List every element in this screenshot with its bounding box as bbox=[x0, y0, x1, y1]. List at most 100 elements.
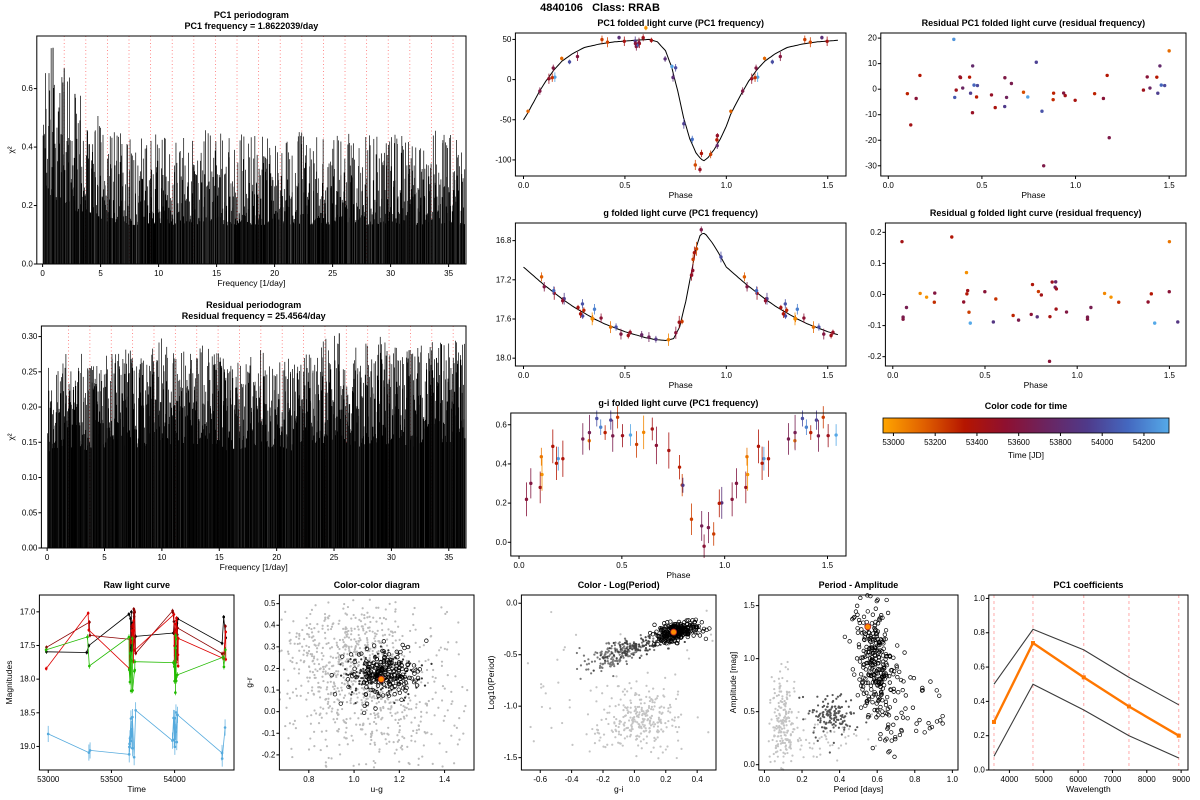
svg-text:0.0: 0.0 bbox=[22, 260, 34, 269]
svg-text:1.5: 1.5 bbox=[822, 181, 834, 190]
residual-g-panel: Residual g folded light curve (residual … bbox=[858, 204, 1194, 392]
svg-text:1.5: 1.5 bbox=[822, 561, 834, 570]
svg-text:0.20: 0.20 bbox=[22, 403, 38, 412]
svg-text:10: 10 bbox=[154, 269, 163, 278]
svg-text:-50: -50 bbox=[500, 115, 512, 124]
page-title: 4840106 Class: RRAB bbox=[540, 2, 660, 14]
svg-text:1.2: 1.2 bbox=[394, 775, 406, 784]
svg-text:0.30: 0.30 bbox=[22, 332, 38, 341]
svg-text:0.5: 0.5 bbox=[616, 561, 628, 570]
svg-text:g-r: g-r bbox=[244, 677, 254, 688]
svg-text:-0.1: -0.1 bbox=[262, 729, 276, 738]
svg-text:1.0: 1.0 bbox=[721, 181, 733, 190]
svg-text:17.6: 17.6 bbox=[496, 314, 512, 323]
svg-text:g-i: g-i bbox=[614, 784, 624, 794]
svg-text:χ²: χ² bbox=[6, 146, 16, 153]
svg-text:Time [JD]: Time [JD] bbox=[1008, 450, 1044, 460]
svg-text:0.4: 0.4 bbox=[496, 459, 508, 468]
residual-pc1-panel: Residual PC1 folded light curve (residua… bbox=[858, 14, 1194, 202]
g-folded-panel: g folded light curve (PC1 frequency) 0.0 0… bbox=[488, 204, 854, 392]
svg-text:-1.5: -1.5 bbox=[504, 753, 518, 762]
svg-text:-100: -100 bbox=[495, 155, 512, 164]
svg-text:5: 5 bbox=[98, 269, 103, 278]
svg-text:50: 50 bbox=[502, 35, 511, 44]
svg-text:-20: -20 bbox=[865, 136, 877, 145]
svg-text:Phase: Phase bbox=[669, 190, 693, 200]
residual-periodogram-panel: Residual periodogram Residual frequency =… bbox=[6, 296, 474, 574]
svg-text:0: 0 bbox=[40, 269, 45, 278]
svg-text:20: 20 bbox=[270, 269, 279, 278]
svg-text:PC1 periodogram: PC1 periodogram bbox=[214, 10, 289, 20]
svg-text:u-g: u-g bbox=[371, 784, 384, 794]
svg-text:-0.1: -0.1 bbox=[868, 321, 882, 330]
svg-text:16.8: 16.8 bbox=[496, 236, 512, 245]
svg-text:Time: Time bbox=[127, 784, 146, 794]
svg-text:0.4: 0.4 bbox=[22, 143, 34, 152]
svg-text:17.2: 17.2 bbox=[496, 275, 512, 284]
svg-text:0.4: 0.4 bbox=[692, 775, 704, 784]
svg-text:0.3: 0.3 bbox=[264, 642, 276, 651]
svg-text:-1.0: -1.0 bbox=[504, 702, 518, 711]
svg-text:χ²: χ² bbox=[6, 433, 16, 440]
svg-text:54000: 54000 bbox=[1091, 438, 1114, 447]
svg-text:35: 35 bbox=[444, 269, 453, 278]
svg-text:g-i folded light curve (PC1 fr: g-i folded light curve (PC1 frequency) bbox=[598, 398, 758, 408]
svg-text:25: 25 bbox=[330, 553, 339, 562]
svg-text:0.2: 0.2 bbox=[22, 201, 34, 210]
svg-text:-0.2: -0.2 bbox=[596, 775, 610, 784]
svg-text:0.2: 0.2 bbox=[870, 228, 882, 237]
svg-text:0.5: 0.5 bbox=[976, 181, 988, 190]
svg-text:Raw light curve: Raw light curve bbox=[103, 580, 170, 590]
svg-text:1.5: 1.5 bbox=[822, 371, 834, 380]
svg-text:0.1: 0.1 bbox=[870, 259, 882, 268]
svg-text:0.0: 0.0 bbox=[513, 561, 525, 570]
svg-text:18.5: 18.5 bbox=[20, 708, 36, 717]
svg-text:Phase: Phase bbox=[666, 570, 690, 580]
svg-text:-0.6: -0.6 bbox=[533, 775, 547, 784]
svg-text:-0.2: -0.2 bbox=[868, 352, 882, 361]
svg-text:0.2: 0.2 bbox=[660, 775, 672, 784]
svg-text:53000: 53000 bbox=[37, 775, 60, 784]
svg-text:1.5: 1.5 bbox=[1164, 181, 1176, 190]
svg-text:Phase: Phase bbox=[1024, 380, 1048, 390]
svg-text:53600: 53600 bbox=[1008, 438, 1031, 447]
svg-text:0.2: 0.2 bbox=[496, 499, 508, 508]
svg-text:0.6: 0.6 bbox=[496, 420, 508, 429]
svg-text:0.0: 0.0 bbox=[629, 775, 641, 784]
svg-text:Color - Log(Period): Color - Log(Period) bbox=[578, 580, 660, 590]
svg-text:Residual g folded light curve: Residual g folded light curve (residual … bbox=[930, 208, 1142, 218]
svg-text:0.00: 0.00 bbox=[22, 544, 38, 553]
svg-text:Residual frequency = 25.4564/d: Residual frequency = 25.4564/day bbox=[182, 311, 326, 321]
raw-light-curve-panel: Raw light curve 53000 53500 54000 17.0 17.5 18… bbox=[4, 576, 242, 796]
svg-text:0.5: 0.5 bbox=[619, 181, 631, 190]
svg-text:35: 35 bbox=[444, 553, 453, 562]
svg-text:Log10(Period): Log10(Period) bbox=[486, 655, 496, 709]
svg-text:53800: 53800 bbox=[1049, 438, 1072, 447]
svg-text:-10: -10 bbox=[865, 110, 877, 119]
svg-text:Residual periodogram: Residual periodogram bbox=[206, 300, 301, 310]
pc1-coefficients-panel: PC1 coefficients 4000 5000 6000 7000 8000 9000… bbox=[966, 576, 1196, 796]
svg-text:10: 10 bbox=[157, 553, 166, 562]
svg-text:0.8: 0.8 bbox=[303, 775, 315, 784]
svg-text:Phase: Phase bbox=[669, 380, 693, 390]
svg-text:0.10: 0.10 bbox=[22, 473, 38, 482]
svg-text:30: 30 bbox=[387, 553, 396, 562]
svg-text:0.0: 0.0 bbox=[506, 599, 518, 608]
svg-text:0.6: 0.6 bbox=[22, 84, 34, 93]
svg-text:1.0: 1.0 bbox=[1070, 181, 1082, 190]
pc1-folded-panel: PC1 folded light curve (PC1 frequency) 0.… bbox=[488, 14, 854, 202]
gi-folded-panel: g-i folded light curve (PC1 frequency) 0.… bbox=[488, 394, 854, 582]
svg-text:PC1 folded light curve (PC1 fr: PC1 folded light curve (PC1 frequency) bbox=[597, 18, 764, 28]
svg-text:Frequency [1/day]: Frequency [1/day] bbox=[220, 562, 288, 572]
svg-text:Frequency [1/day]: Frequency [1/day] bbox=[217, 278, 285, 288]
svg-text:54200: 54200 bbox=[1133, 438, 1156, 447]
svg-text:0.5: 0.5 bbox=[264, 599, 276, 608]
svg-text:0.15: 0.15 bbox=[22, 438, 38, 447]
svg-text:0.0: 0.0 bbox=[518, 371, 530, 380]
svg-text:-0.2: -0.2 bbox=[262, 750, 276, 759]
svg-text:Color-color diagram: Color-color diagram bbox=[334, 580, 420, 590]
svg-text:g folded light curve (PC1 freq: g folded light curve (PC1 frequency) bbox=[603, 208, 758, 218]
svg-text:Period - Amplitude: Period - Amplitude bbox=[819, 580, 899, 590]
svg-text:30: 30 bbox=[386, 269, 395, 278]
svg-text:0.0: 0.0 bbox=[496, 538, 508, 547]
